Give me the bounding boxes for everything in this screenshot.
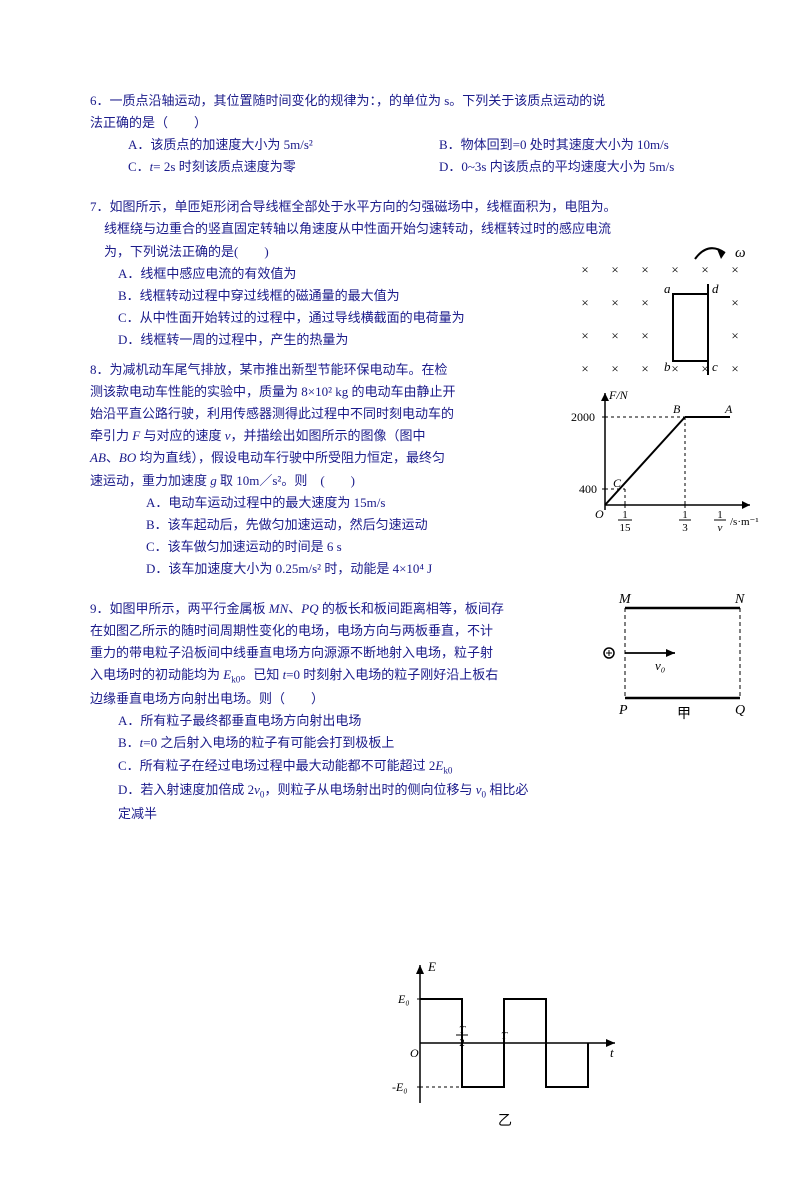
q7-label-a: a — [664, 281, 671, 296]
q9-axis-t: t — [610, 1045, 614, 1060]
svg-text:×: × — [641, 361, 648, 376]
svg-text:×: × — [671, 262, 678, 277]
q9-axis-E: E — [427, 959, 436, 974]
q9-option-c: C．所有粒子在经过电场过程中最大动能都不可能超过 2Ek0 — [118, 755, 530, 779]
svg-text:×: × — [581, 328, 588, 343]
svg-text:×: × — [731, 295, 738, 310]
svg-text:/s·m⁻¹: /s·m⁻¹ — [730, 516, 759, 528]
svg-text:-E₀: -E₀ — [392, 1080, 408, 1094]
svg-text:×: × — [731, 328, 738, 343]
q7-figure: ×××××× ×××××× ×××××× ×××××× ω a d b — [565, 239, 765, 404]
q8-ylabel: F/N — [608, 388, 629, 402]
q8-figure: 2000 400 1 15 1 3 O F/N — [565, 385, 765, 535]
q8-stem-line-5: AB、BO 均为直线），假设电动车行驶中所受阻力恒定，最终匀 — [90, 447, 510, 469]
svg-text:×: × — [701, 262, 708, 277]
q9-stem-line-2: 在如图乙所示的随时间周期性变化的电场，电场方向与两板垂直，不计 — [90, 620, 530, 642]
q9-option-d: D．若入射速度加倍成 2v0，则粒子从电场射出时的侧向位移与 v0 相比必定减半 — [118, 779, 530, 825]
q9-label-P: P — [618, 703, 628, 718]
q8-option-d: D．该车加速度大小为 0.25m/s² 时，动能是 4×10⁴ J — [146, 558, 510, 580]
q8-stem-line-1: 8．为减机动车尾气排放，某市推出新型节能环保电动车。在检 — [90, 359, 510, 381]
q8-option-b: B．该车起动后，先做匀加速运动，然后匀速运动 — [146, 514, 510, 536]
q9-stem-line-5: 边缘垂直电场方向射出电场。则（ ） — [90, 688, 530, 710]
q8-stem-line-2: 测该款电动车性能的实验中，质量为 8×10² kg 的电动车由静止开 — [90, 381, 510, 403]
q8-stem-line-3: 始沿平直公路行驶，利用传感器测得此过程中不同时刻电动车的 — [90, 403, 510, 425]
q8-ytick-400: 400 — [579, 482, 597, 496]
svg-text:ω: ω — [735, 245, 746, 261]
svg-text:×: × — [611, 295, 618, 310]
svg-text:v₀: v₀ — [655, 658, 665, 673]
svg-text:O: O — [410, 1046, 419, 1060]
svg-text:×: × — [611, 328, 618, 343]
q6-option-d: D．0~3s 内该质点的平均速度大小为 5m/s — [439, 156, 710, 178]
q9-stem-line-3: 重力的带电粒子沿板间中线垂直电场方向源源不断地射入电场，粒子射 — [90, 642, 530, 664]
q9-option-b: B．t=0 之后射入电场的粒子有可能会打到极板上 — [118, 732, 530, 754]
svg-text:×: × — [581, 262, 588, 277]
question-8: 8．为减机动车尾气排放，某市推出新型节能环保电动车。在检 测该款电动车性能的实验… — [90, 359, 710, 580]
q9-figure-2: E t E₀ -E₀ O T 2 T — [380, 953, 710, 1140]
q8-label-C: C — [613, 476, 622, 490]
svg-text:×: × — [731, 361, 738, 376]
svg-text:1: 1 — [682, 509, 688, 521]
svg-text:1: 1 — [622, 509, 628, 521]
svg-text:×: × — [641, 262, 648, 277]
svg-text:15: 15 — [620, 522, 632, 534]
q7-label-c: c — [712, 359, 718, 374]
svg-text:1: 1 — [717, 509, 723, 521]
svg-text:×: × — [671, 361, 678, 376]
svg-text:×: × — [641, 295, 648, 310]
q8-label-B: B — [673, 402, 681, 416]
q8-origin-label: O — [595, 507, 604, 521]
svg-text:×: × — [581, 361, 588, 376]
q9-stem-line-1: 9．如图甲所示，两平行金属板 MN、PQ 的板长和板间距离相等，板间存 — [90, 598, 530, 620]
svg-text:×: × — [611, 262, 618, 277]
q8-option-a: A．电动车运动过程中的最大速度为 15m/s — [146, 492, 510, 514]
q9-option-a: A．所有粒子最终都垂直电场方向射出电场 — [118, 710, 530, 732]
q9-label-N: N — [734, 592, 745, 607]
q9-fig2-caption: 乙 — [498, 1113, 512, 1129]
svg-text:v: v — [718, 522, 723, 534]
svg-text:×: × — [581, 295, 588, 310]
svg-text:3: 3 — [682, 522, 688, 534]
q6-stem-line-2: 法正确的是（ ） — [90, 112, 710, 134]
q8-label-A: A — [724, 402, 733, 416]
q7-label-b: b — [664, 359, 671, 374]
q8-stem-line-4: 牵引力 F 与对应的速度 v，并描绘出如图所示的图像（图中 — [90, 425, 510, 447]
q6-option-a: A．该质点的加速度大小为 5m/s² — [128, 134, 399, 156]
q9-figure-1: v₀ M N P Q 甲 — [595, 588, 765, 728]
question-9: 9．如图甲所示，两平行金属板 MN、PQ 的板长和板间距离相等，板间存 在如图乙… — [90, 598, 710, 825]
q9-label-M: M — [618, 592, 632, 607]
q6-option-c: C．t= 2s 时刻该质点速度为零 — [128, 156, 399, 178]
q9-fig1-caption: 甲 — [677, 707, 691, 722]
svg-text:E₀: E₀ — [397, 992, 410, 1006]
question-6: 6．一质点沿轴运动，其位置随时间变化的规律为：，的单位为 s。下列关于该质点运动… — [90, 90, 710, 178]
q9-label-Q: Q — [735, 703, 745, 718]
q6-stem-line-1: 6．一质点沿轴运动，其位置随时间变化的规律为：，的单位为 s。下列关于该质点运动… — [90, 90, 710, 112]
svg-text:×: × — [641, 328, 648, 343]
q8-ytick-2000: 2000 — [571, 410, 595, 424]
q9-stem-line-4: 入电场时的初动能均为 Ek0。已知 t=0 时刻射入电场的粒子刚好沿上板右 — [90, 664, 530, 688]
q7-stem-line-2: 线框绕与边重合的竖直固定转轴以角速度从中性面开始匀速转动，线框转过时的感应电流 — [90, 218, 710, 240]
q8-option-c: C．该车做匀加速运动的时间是 6 s — [146, 536, 510, 558]
q6-option-b: B．物体回到=0 处时其速度大小为 10m/s — [439, 134, 710, 156]
q8-stem-line-6: 速运动，重力加速度 g 取 10m／s²。则 ( ) — [90, 470, 510, 492]
q7-label-d: d — [712, 281, 719, 296]
svg-text:×: × — [731, 262, 738, 277]
svg-text:×: × — [611, 361, 618, 376]
q7-stem-line-1: 7．如图所示，单匝矩形闭合导线框全部处于水平方向的匀强磁场中，线框面积为，电阻为… — [90, 196, 710, 218]
